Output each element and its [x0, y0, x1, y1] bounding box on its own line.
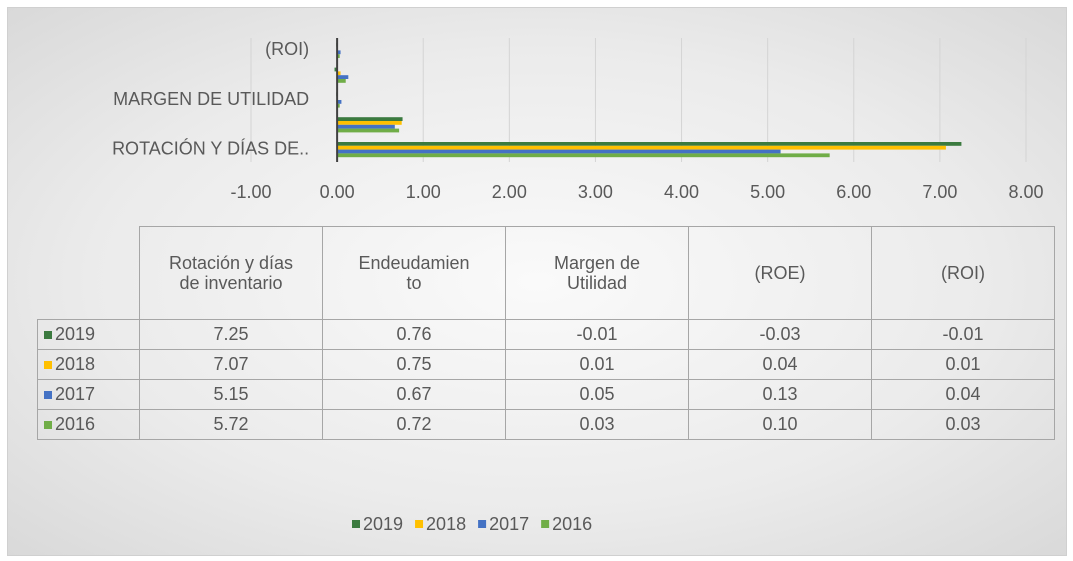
- table-cell: 0.04: [688, 349, 872, 380]
- table-cell: 0.04: [871, 379, 1055, 410]
- bar: [337, 50, 341, 55]
- bar: [337, 142, 962, 146]
- table-cell: -0.01: [871, 319, 1055, 350]
- table-row: 2018 7.07 0.75 0.01 0.04 0.01: [37, 349, 1055, 380]
- row-key: 2019: [37, 319, 140, 350]
- bar: [337, 128, 400, 133]
- header-cell: (ROE): [688, 226, 872, 320]
- header-text: (ROI): [941, 263, 985, 283]
- table-cell: 0.03: [871, 409, 1055, 440]
- header-cell: Endeudamiento: [322, 226, 506, 320]
- table-cell: 0.67: [322, 379, 506, 410]
- y-tick-label: (ROI): [265, 39, 309, 59]
- x-tick-label: 2.00: [492, 182, 527, 202]
- legend-swatch: [44, 331, 52, 340]
- x-tick-label: 3.00: [578, 182, 613, 202]
- bar: [337, 121, 402, 125]
- table-row: 2017 5.15 0.67 0.05 0.13 0.04: [37, 379, 1055, 410]
- legend-swatch: [352, 520, 360, 528]
- table-cell: -0.01: [505, 319, 689, 350]
- legend-label: 2017: [489, 514, 529, 534]
- bar: [337, 145, 946, 150]
- table-cell: 0.75: [322, 349, 506, 380]
- row-key: 2017: [37, 379, 140, 410]
- bar: [337, 117, 403, 121]
- table-cell: 0.01: [871, 349, 1055, 380]
- row-key: 2018: [37, 349, 140, 380]
- bar: [337, 103, 340, 108]
- table-cell: 7.25: [139, 319, 323, 350]
- header-cell: (ROI): [871, 226, 1055, 320]
- legend-swatch: [415, 520, 424, 528]
- row-label: 2016: [55, 414, 96, 434]
- table-body: 2019 7.25 0.76 -0.01 -0.03 -0.01 2018 7.07 0.75 0…: [37, 319, 1055, 440]
- header-text: Margen de Utilidad: [553, 253, 641, 293]
- y-tick-label: ROTACIÓN Y DÍAS DE..: [112, 137, 309, 158]
- bar: [337, 124, 395, 129]
- bar: [337, 153, 830, 158]
- bar: [337, 71, 341, 76]
- table-cell: 0.01: [505, 349, 689, 380]
- table-cell: 5.72: [139, 409, 323, 440]
- table-cell: 0.10: [688, 409, 872, 440]
- table-cell: 7.07: [139, 349, 323, 380]
- legend-label: 2018: [426, 514, 466, 534]
- row-label: 2018: [55, 354, 96, 374]
- legend-swatch: [44, 421, 52, 430]
- x-tick-label: 0.00: [320, 182, 355, 202]
- header-row: Rotación y días de inventario Endeudamien…: [37, 226, 1055, 320]
- row-label: 2017: [55, 384, 96, 404]
- table-cell: 0.76: [322, 319, 506, 350]
- header-text: Endeudamiento: [358, 253, 470, 293]
- x-tick-label: 7.00: [922, 182, 957, 202]
- legend-swatch: [478, 520, 487, 528]
- table-cell: 0.03: [505, 409, 689, 440]
- table-cell: -0.03: [688, 319, 872, 350]
- x-tick-label: 8.00: [1008, 182, 1043, 202]
- bar: [337, 75, 349, 79]
- bar: [337, 54, 340, 58]
- data-table: Rotación y días de inventario Endeudamien…: [37, 226, 1055, 440]
- row-key: 2016: [37, 409, 140, 440]
- legend-swatch: [44, 391, 52, 400]
- table-row: 2016 5.72 0.72 0.03 0.10 0.03: [37, 409, 1055, 440]
- table-cell: 0.13: [688, 379, 872, 410]
- bar: [334, 67, 338, 72]
- header-text: Rotación y días de inventario: [168, 253, 294, 293]
- y-tick-label: MARGEN DE UTILIDAD: [113, 89, 309, 109]
- x-tick-label: 1.00: [406, 182, 441, 202]
- legend: 2019 2018 2017 2016: [352, 514, 592, 534]
- bar: [337, 149, 781, 154]
- x-tick-label: 4.00: [664, 182, 699, 202]
- row-label: 2019: [55, 324, 96, 344]
- bar: [337, 100, 342, 104]
- x-tick-label: -1.00: [230, 182, 271, 202]
- table-cell: 5.15: [139, 379, 323, 410]
- header-text: (ROE): [754, 263, 806, 283]
- legend-swatch: [541, 520, 550, 528]
- x-tick-label: 6.00: [836, 182, 871, 202]
- bar: [337, 79, 346, 83]
- corner-cell: [37, 226, 140, 320]
- table-cell: 0.05: [505, 379, 689, 410]
- legend-swatch: [44, 361, 52, 370]
- table-row: 2019 7.25 0.76 -0.01 -0.03 -0.01: [37, 319, 1055, 350]
- legend-label: 2016: [552, 514, 592, 534]
- header-cell: Margen de Utilidad: [505, 226, 689, 320]
- legend-label: 2019: [363, 514, 403, 534]
- table-cell: 0.72: [322, 409, 506, 440]
- header-cell: Rotación y días de inventario: [139, 226, 323, 320]
- x-tick-label: 5.00: [750, 182, 785, 202]
